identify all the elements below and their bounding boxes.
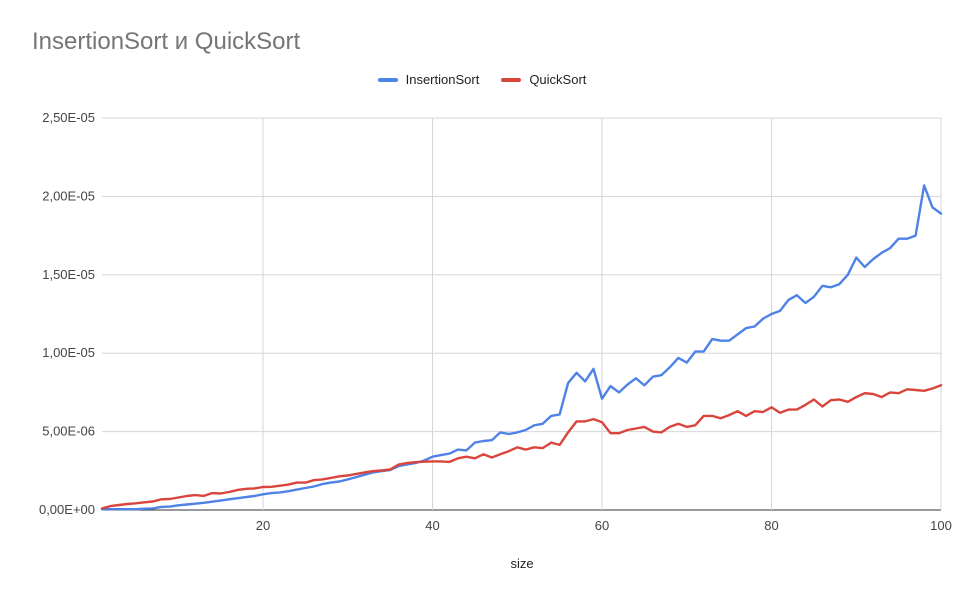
series-line-insertionsort [100, 184, 943, 511]
legend-swatch-quicksort [501, 77, 522, 82]
x-tick-label: 20 [256, 518, 270, 533]
chart-title: InsertionSort и QuickSort [32, 28, 301, 55]
y-tick-label: 5,00E-06 [42, 424, 95, 439]
x-tick-label: 60 [595, 518, 609, 533]
legend-item-quicksort[interactable]: QuickSort [501, 72, 586, 87]
y-tick-label: 0,00E+00 [39, 502, 95, 517]
y-tick-label: 2,00E-05 [42, 188, 95, 203]
series-lines [100, 184, 943, 511]
legend-item-insertionsort[interactable]: InsertionSort [377, 72, 480, 87]
legend-swatch-insertionsort [377, 77, 398, 82]
y-tick-label: 1,50E-05 [42, 267, 95, 282]
series-line-quicksort [100, 384, 943, 510]
y-tick-label: 2,50E-05 [42, 110, 95, 125]
y-axis-tick-labels: 0,00E+00 5,00E-06 1,00E-05 1,50E-05 2,00E-05… [39, 110, 95, 517]
x-tick-label: 40 [425, 518, 439, 533]
x-axis-label: size [510, 556, 533, 571]
x-tick-label: 80 [764, 518, 778, 533]
x-axis-tick-labels: 20 40 60 80 100 [256, 518, 952, 533]
legend-label-insertionsort: InsertionSort [405, 72, 480, 87]
legend-label-quicksort: QuickSort [529, 72, 587, 87]
y-tick-label: 1,00E-05 [42, 345, 95, 360]
x-tick-label: 100 [930, 518, 952, 533]
grid-lines [102, 117, 942, 511]
legend: InsertionSort QuickSort [0, 72, 964, 87]
